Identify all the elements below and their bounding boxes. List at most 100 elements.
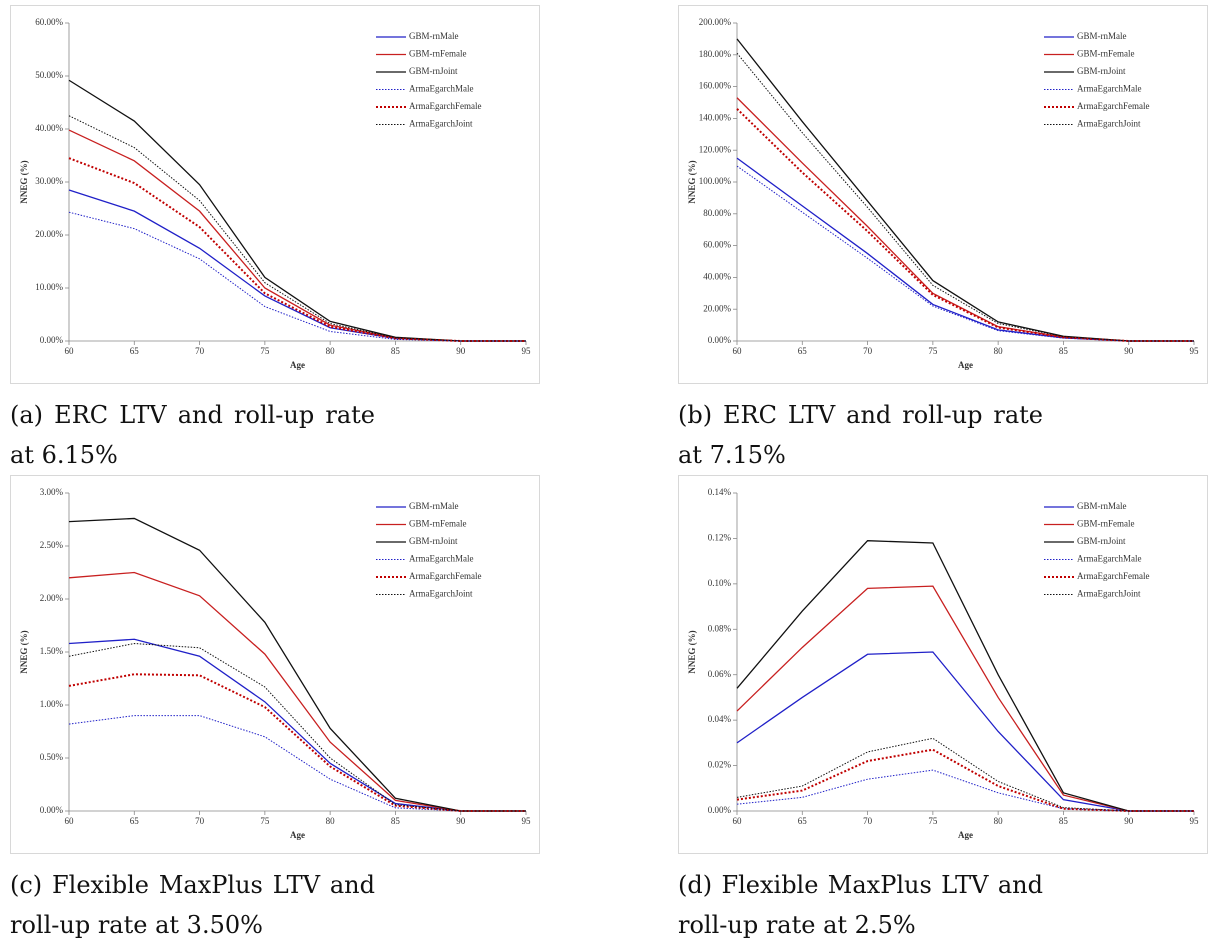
series-line <box>68 673 526 812</box>
y-tick-label: 0.04% <box>708 714 732 724</box>
y-tick-label: 0.00% <box>708 335 732 345</box>
y-tick-label: 20.00% <box>35 229 63 239</box>
legend-label: ArmaEgarchFemale <box>409 571 481 581</box>
x-tick-label: 85 <box>1059 346 1069 356</box>
y-tick-label: 30.00% <box>35 176 63 186</box>
x-tick-label: 95 <box>522 816 532 826</box>
legend-label: GBM-rnFemale <box>1077 49 1135 59</box>
legend-label: GBM-rnMale <box>1077 31 1127 41</box>
y-tick-label: 40.00% <box>703 271 731 281</box>
legend-label: GBM-rnFemale <box>409 519 467 529</box>
series-line <box>68 157 526 342</box>
caption: (b) ERC LTV and roll-up rate at 7.15% <box>678 401 1043 469</box>
legend-label: GBM-rnJoint <box>1077 536 1126 546</box>
legend-label: GBM-rnMale <box>409 31 459 41</box>
legend-label: ArmaEgarchJoint <box>409 119 473 129</box>
x-tick-label: 85 <box>1059 816 1069 826</box>
series-line <box>736 651 1194 812</box>
x-tick-label: 75 <box>260 346 270 356</box>
x-tick-label: 85 <box>391 816 401 826</box>
line-chart: 0.00% 0.02% 0.04% 0.06% 0.08% 0.10% 0.12% 0.14%… <box>678 475 1208 854</box>
y-tick-label: 0.10% <box>708 578 732 588</box>
legend-label: ArmaEgarchJoint <box>1077 119 1141 129</box>
x-tick-label: 60 <box>65 816 75 826</box>
y-tick-label: 180.00% <box>699 49 732 59</box>
y-axis-label: NNEG (%) <box>19 630 29 673</box>
y-axis-label: NNEG (%) <box>19 160 29 203</box>
series-line <box>736 165 1194 342</box>
x-tick-label: 70 <box>195 346 205 356</box>
y-tick-label: 1.00% <box>40 699 64 709</box>
x-tick-label: 80 <box>994 816 1004 826</box>
legend-label: GBM-rnFemale <box>409 49 467 59</box>
y-tick-label: 50.00% <box>35 70 63 80</box>
x-tick-label: 90 <box>1124 816 1134 826</box>
legend-label: GBM-rnJoint <box>1077 66 1126 76</box>
y-tick-label: 40.00% <box>35 123 63 133</box>
y-tick-label: 0.00% <box>40 805 64 815</box>
y-tick-label: 0.00% <box>40 335 64 345</box>
y-tick-label: 0.50% <box>40 752 64 762</box>
y-tick-label: 60.00% <box>35 17 63 27</box>
y-tick-label: 0.14% <box>708 487 732 497</box>
legend-label: ArmaEgarchJoint <box>409 589 473 599</box>
x-axis-label: Age <box>290 360 305 370</box>
x-tick-label: 65 <box>130 816 140 826</box>
caption: (a) ERC LTV and roll-up rate at 6.15% <box>10 401 375 469</box>
series-line <box>736 737 1194 812</box>
legend-label: ArmaEgarchFemale <box>409 101 481 111</box>
x-axis-label: Age <box>958 360 973 370</box>
y-tick-label: 100.00% <box>699 176 732 186</box>
legend-label: ArmaEgarchMale <box>409 84 473 94</box>
series-line <box>736 540 1194 812</box>
y-axis-label: NNEG (%) <box>687 160 697 203</box>
series-line <box>736 585 1194 812</box>
x-tick-label: 75 <box>260 816 270 826</box>
legend-label: ArmaEgarchMale <box>1077 554 1141 564</box>
x-axis-label: Age <box>290 830 305 840</box>
y-tick-label: 3.00% <box>40 487 64 497</box>
y-tick-label: 140.00% <box>699 112 732 122</box>
series-line <box>68 517 526 812</box>
x-tick-label: 60 <box>733 346 743 356</box>
x-tick-label: 70 <box>195 816 205 826</box>
series-line <box>68 211 526 342</box>
x-tick-label: 90 <box>1124 346 1134 356</box>
series-line <box>68 189 526 342</box>
x-tick-label: 90 <box>456 816 466 826</box>
y-tick-label: 1.50% <box>40 646 64 656</box>
legend-label: GBM-rnJoint <box>409 536 458 546</box>
x-tick-label: 80 <box>994 346 1004 356</box>
x-tick-label: 85 <box>391 346 401 356</box>
x-tick-label: 75 <box>928 816 938 826</box>
line-chart: 0.00% 10.00% 20.00% 30.00% 40.00% 50.00% 60.00… <box>10 5 540 384</box>
x-axis-label: Age <box>958 830 973 840</box>
series-line <box>736 108 1194 342</box>
series-line <box>736 38 1194 342</box>
x-tick-label: 95 <box>1190 816 1200 826</box>
x-tick-label: 90 <box>456 346 466 356</box>
x-tick-label: 95 <box>522 346 532 356</box>
caption: (d) Flexible MaxPlus LTV and roll-up rat… <box>678 871 1043 939</box>
y-axis-label: NNEG (%) <box>687 630 697 673</box>
x-tick-label: 80 <box>326 816 336 826</box>
y-tick-label: 2.00% <box>40 593 64 603</box>
legend-label: GBM-rnMale <box>409 501 459 511</box>
x-tick-label: 95 <box>1190 346 1200 356</box>
x-tick-label: 65 <box>130 346 140 356</box>
legend-label: ArmaEgarchJoint <box>1077 589 1141 599</box>
y-tick-label: 20.00% <box>703 303 731 313</box>
y-tick-label: 0.12% <box>708 532 732 542</box>
legend-label: GBM-rnMale <box>1077 501 1127 511</box>
y-tick-label: 2.50% <box>40 540 64 550</box>
legend-label: ArmaEgarchFemale <box>1077 101 1149 111</box>
y-tick-label: 200.00% <box>699 17 732 27</box>
x-tick-label: 70 <box>863 816 873 826</box>
legend-label: GBM-rnJoint <box>409 66 458 76</box>
legend-label: ArmaEgarchMale <box>1077 84 1141 94</box>
y-tick-label: 60.00% <box>703 240 731 250</box>
legend-label: GBM-rnFemale <box>1077 519 1135 529</box>
series-line <box>68 638 526 812</box>
y-tick-label: 160.00% <box>699 81 732 91</box>
